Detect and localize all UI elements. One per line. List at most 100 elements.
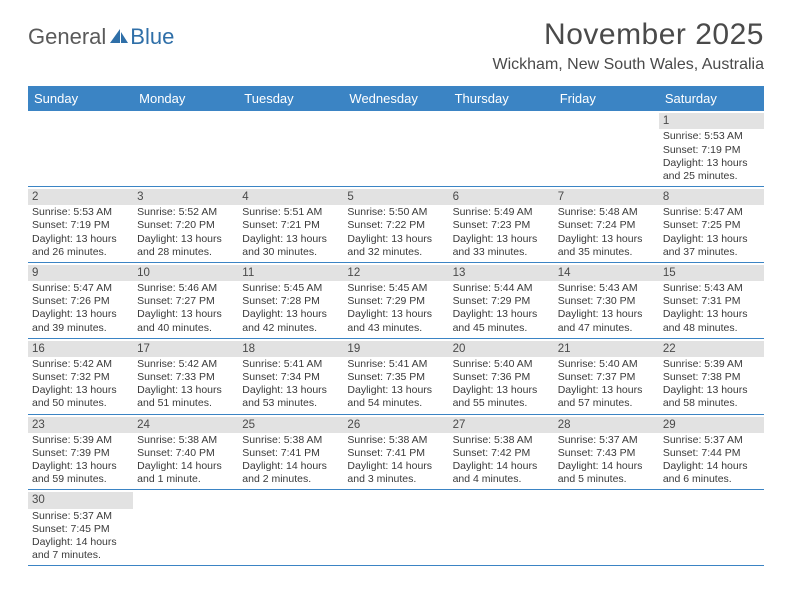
day-number: 24 <box>133 417 238 433</box>
sunrise-text: Sunrise: 5:37 AM <box>558 434 655 447</box>
sail-icon <box>109 28 129 46</box>
sunset-text: Sunset: 7:25 PM <box>663 219 760 232</box>
day-cell <box>449 111 554 186</box>
day-number <box>554 492 659 508</box>
week-row: 23Sunrise: 5:39 AMSunset: 7:39 PMDayligh… <box>28 415 764 491</box>
day-header-row: SundayMondayTuesdayWednesdayThursdayFrid… <box>28 86 764 111</box>
daylight-text: Daylight: 13 hours and 50 minutes. <box>32 384 129 410</box>
day-number: 29 <box>659 417 764 433</box>
day-cell: 3Sunrise: 5:52 AMSunset: 7:20 PMDaylight… <box>133 187 238 262</box>
sunrise-text: Sunrise: 5:53 AM <box>32 206 129 219</box>
day-number <box>659 492 764 508</box>
weeks-container: 1 Sunrise: 5:53 AM Sunset: 7:19 PM Daylight… <box>28 111 764 566</box>
day-number: 28 <box>554 417 659 433</box>
day-header: Wednesday <box>343 86 448 111</box>
sunset-text: Sunset: 7:41 PM <box>347 447 444 460</box>
day-number <box>133 113 238 129</box>
day-cell <box>554 111 659 186</box>
day-cell: 28Sunrise: 5:37 AMSunset: 7:43 PMDayligh… <box>554 415 659 490</box>
sunset-text: Sunset: 7:36 PM <box>453 371 550 384</box>
day-cell: 4Sunrise: 5:51 AMSunset: 7:21 PMDaylight… <box>238 187 343 262</box>
day-number <box>449 492 554 508</box>
daylight-text: Daylight: 13 hours and 57 minutes. <box>558 384 655 410</box>
day-cell <box>133 490 238 565</box>
week-row: 9Sunrise: 5:47 AMSunset: 7:26 PMDaylight… <box>28 263 764 339</box>
sunset-text: Sunset: 7:22 PM <box>347 219 444 232</box>
daylight-text: Daylight: 14 hours and 3 minutes. <box>347 460 444 486</box>
sunset-text: Sunset: 7:19 PM <box>663 144 760 157</box>
day-cell <box>238 490 343 565</box>
sunrise-text: Sunrise: 5:47 AM <box>663 206 760 219</box>
day-cell: 23Sunrise: 5:39 AMSunset: 7:39 PMDayligh… <box>28 415 133 490</box>
day-number: 8 <box>659 189 764 205</box>
day-cell: 16Sunrise: 5:42 AMSunset: 7:32 PMDayligh… <box>28 339 133 414</box>
sunset-text: Sunset: 7:39 PM <box>32 447 129 460</box>
title-block: November 2025 Wickham, New South Wales, … <box>493 18 765 74</box>
day-cell: 1Sunrise: 5:53 AMSunset: 7:19 PMDaylight… <box>659 111 764 186</box>
daylight-text: Daylight: 13 hours and 48 minutes. <box>663 308 760 334</box>
day-number <box>238 492 343 508</box>
sunset-text: Sunset: 7:26 PM <box>32 295 129 308</box>
day-header: Tuesday <box>238 86 343 111</box>
day-cell <box>133 111 238 186</box>
sunset-text: Sunset: 7:40 PM <box>137 447 234 460</box>
brand-part2: Blue <box>130 24 174 50</box>
day-cell: 30Sunrise: 5:37 AMSunset: 7:45 PMDayligh… <box>28 490 133 565</box>
daylight-text: Daylight: 13 hours and 47 minutes. <box>558 308 655 334</box>
day-number: 22 <box>659 341 764 357</box>
sunrise-text: Sunrise: 5:48 AM <box>558 206 655 219</box>
daylight-text: Daylight: 13 hours and 53 minutes. <box>242 384 339 410</box>
day-cell: 8Sunrise: 5:47 AMSunset: 7:25 PMDaylight… <box>659 187 764 262</box>
day-number: 30 <box>28 492 133 508</box>
day-cell: 20Sunrise: 5:40 AMSunset: 7:36 PMDayligh… <box>449 339 554 414</box>
sunrise-text: Sunrise: 5:47 AM <box>32 282 129 295</box>
day-number: 21 <box>554 341 659 357</box>
day-number: 18 <box>238 341 343 357</box>
day-number: 26 <box>343 417 448 433</box>
day-number: 5 <box>343 189 448 205</box>
daylight-text: Daylight: 13 hours and 39 minutes. <box>32 308 129 334</box>
daylight-text: Daylight: 13 hours and 58 minutes. <box>663 384 760 410</box>
sunset-text: Sunset: 7:32 PM <box>32 371 129 384</box>
day-cell <box>343 111 448 186</box>
day-cell: 15Sunrise: 5:43 AMSunset: 7:31 PMDayligh… <box>659 263 764 338</box>
day-cell <box>449 490 554 565</box>
location: Wickham, New South Wales, Australia <box>493 56 765 74</box>
day-number: 25 <box>238 417 343 433</box>
daylight-text: Daylight: 14 hours and 2 minutes. <box>242 460 339 486</box>
daylight-text: Daylight: 13 hours and 35 minutes. <box>558 233 655 259</box>
sunset-text: Sunset: 7:30 PM <box>558 295 655 308</box>
day-number: 2 <box>28 189 133 205</box>
daylight-text: Daylight: 13 hours and 28 minutes. <box>137 233 234 259</box>
day-number: 3 <box>133 189 238 205</box>
day-cell <box>554 490 659 565</box>
daylight-text: Daylight: 14 hours and 5 minutes. <box>558 460 655 486</box>
day-number: 7 <box>554 189 659 205</box>
sunset-text: Sunset: 7:20 PM <box>137 219 234 232</box>
sunset-text: Sunset: 7:37 PM <box>558 371 655 384</box>
daylight-text: Daylight: 13 hours and 32 minutes. <box>347 233 444 259</box>
daylight-text: Daylight: 14 hours and 6 minutes. <box>663 460 760 486</box>
sunrise-text: Sunrise: 5:51 AM <box>242 206 339 219</box>
day-number: 23 <box>28 417 133 433</box>
day-header: Saturday <box>659 86 764 111</box>
sunrise-text: Sunrise: 5:37 AM <box>663 434 760 447</box>
header: General Blue November 2025 Wickham, New … <box>0 0 792 80</box>
sunset-text: Sunset: 7:43 PM <box>558 447 655 460</box>
sunrise-text: Sunrise: 5:46 AM <box>137 282 234 295</box>
day-number: 12 <box>343 265 448 281</box>
day-number: 1 <box>659 113 764 129</box>
day-cell <box>238 111 343 186</box>
daylight-text: Daylight: 14 hours and 1 minute. <box>137 460 234 486</box>
calendar: SundayMondayTuesdayWednesdayThursdayFrid… <box>28 86 764 566</box>
day-cell: 17Sunrise: 5:42 AMSunset: 7:33 PMDayligh… <box>133 339 238 414</box>
day-cell: 10Sunrise: 5:46 AMSunset: 7:27 PMDayligh… <box>133 263 238 338</box>
day-cell: 7Sunrise: 5:48 AMSunset: 7:24 PMDaylight… <box>554 187 659 262</box>
day-number <box>554 113 659 129</box>
day-number <box>343 492 448 508</box>
sunrise-text: Sunrise: 5:49 AM <box>453 206 550 219</box>
day-cell: 24Sunrise: 5:38 AMSunset: 7:40 PMDayligh… <box>133 415 238 490</box>
day-number: 10 <box>133 265 238 281</box>
sunrise-text: Sunrise: 5:40 AM <box>558 358 655 371</box>
day-cell: 18Sunrise: 5:41 AMSunset: 7:34 PMDayligh… <box>238 339 343 414</box>
